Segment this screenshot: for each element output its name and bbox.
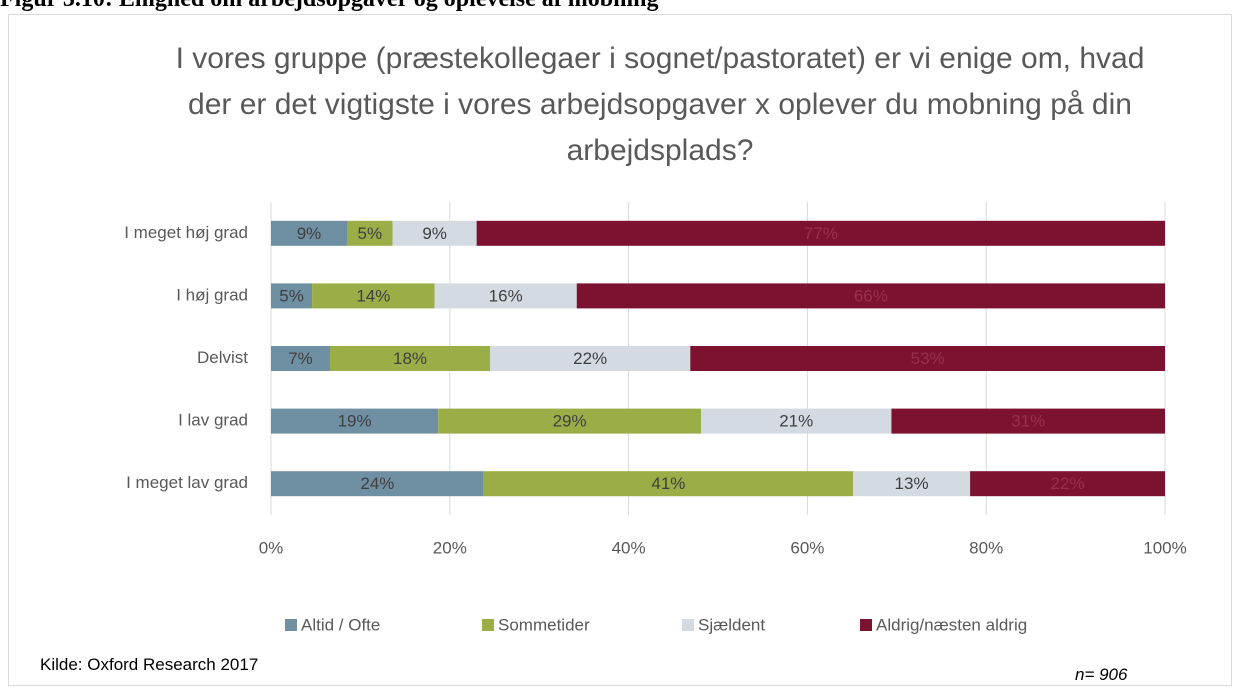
- y-tick-label: I lav grad: [178, 411, 248, 430]
- legend-label: Sommetider: [498, 615, 590, 634]
- data-label: 9%: [422, 224, 447, 243]
- data-label: 21%: [779, 412, 813, 431]
- x-tick-label: 100%: [1143, 538, 1186, 557]
- bar-segment: [271, 283, 313, 309]
- chart-title: I vores gruppe (præstekollegaer i sognet…: [175, 42, 1145, 167]
- bar-segment: [271, 346, 331, 371]
- bar-segment: [490, 346, 691, 371]
- data-label: 24%: [360, 474, 394, 493]
- bar-segment: [476, 220, 1165, 246]
- bar-segment: [346, 220, 393, 246]
- x-tick-label: 80%: [969, 538, 1003, 557]
- data-label: 7%: [288, 349, 313, 368]
- legend-label: Aldrig/næsten aldrig: [876, 615, 1027, 634]
- data-label: 5%: [279, 286, 304, 305]
- chart-frame: [8, 14, 1232, 686]
- y-tick-label: I meget lav grad: [126, 473, 248, 492]
- data-label: 19%: [338, 412, 372, 431]
- data-label: 16%: [489, 286, 523, 305]
- legend-swatch: [682, 619, 694, 631]
- bar-segment: [312, 283, 435, 309]
- legend-swatch: [285, 619, 297, 631]
- data-label: 14%: [356, 286, 390, 305]
- data-label: 41%: [651, 474, 685, 493]
- bar-segment: [701, 408, 892, 434]
- legend-swatch: [482, 619, 494, 631]
- y-tick-label: Delvist: [197, 348, 248, 367]
- x-tick-label: 0%: [259, 538, 284, 557]
- data-label: 29%: [553, 412, 587, 431]
- bar-segment: [271, 471, 484, 497]
- data-label: 9%: [297, 224, 322, 243]
- bar-segment: [271, 220, 347, 246]
- data-label: 31%: [1011, 412, 1045, 431]
- bar-segment: [434, 283, 577, 309]
- bar-segment: [576, 283, 1165, 309]
- x-tick-label: 20%: [433, 538, 467, 557]
- x-tick-label: 60%: [790, 538, 824, 557]
- data-label: 13%: [895, 474, 929, 493]
- y-tick-label: I høj grad: [176, 285, 248, 304]
- bar-segment: [330, 346, 491, 371]
- data-label: 77%: [804, 224, 838, 243]
- bar-segment: [438, 408, 702, 434]
- bar-segment: [891, 408, 1165, 434]
- sample-size: n= 906: [1075, 665, 1128, 684]
- source: Kilde: Oxford Research 2017: [40, 655, 259, 674]
- data-label: 66%: [854, 286, 888, 305]
- legend-swatch: [860, 619, 872, 631]
- y-tick-label: I meget høj grad: [124, 223, 248, 242]
- bar-segment: [690, 346, 1165, 371]
- data-label: 22%: [1051, 474, 1085, 493]
- bar-segment: [392, 220, 477, 246]
- figure-caption: Figur 3.10: Enighed om arbejdsopgaver og…: [0, 0, 658, 13]
- legend-label: Sjældent: [698, 615, 765, 634]
- data-label: 22%: [573, 349, 607, 368]
- legend-label: Altid / Ofte: [301, 615, 380, 634]
- bar-segment: [852, 471, 971, 497]
- bar-segment: [271, 408, 439, 434]
- bar-segment: [483, 471, 853, 497]
- data-label: 53%: [911, 349, 945, 368]
- x-tick-label: 40%: [612, 538, 646, 557]
- data-label: 5%: [357, 224, 382, 243]
- data-label: 18%: [393, 349, 427, 368]
- bar-segment: [970, 471, 1165, 497]
